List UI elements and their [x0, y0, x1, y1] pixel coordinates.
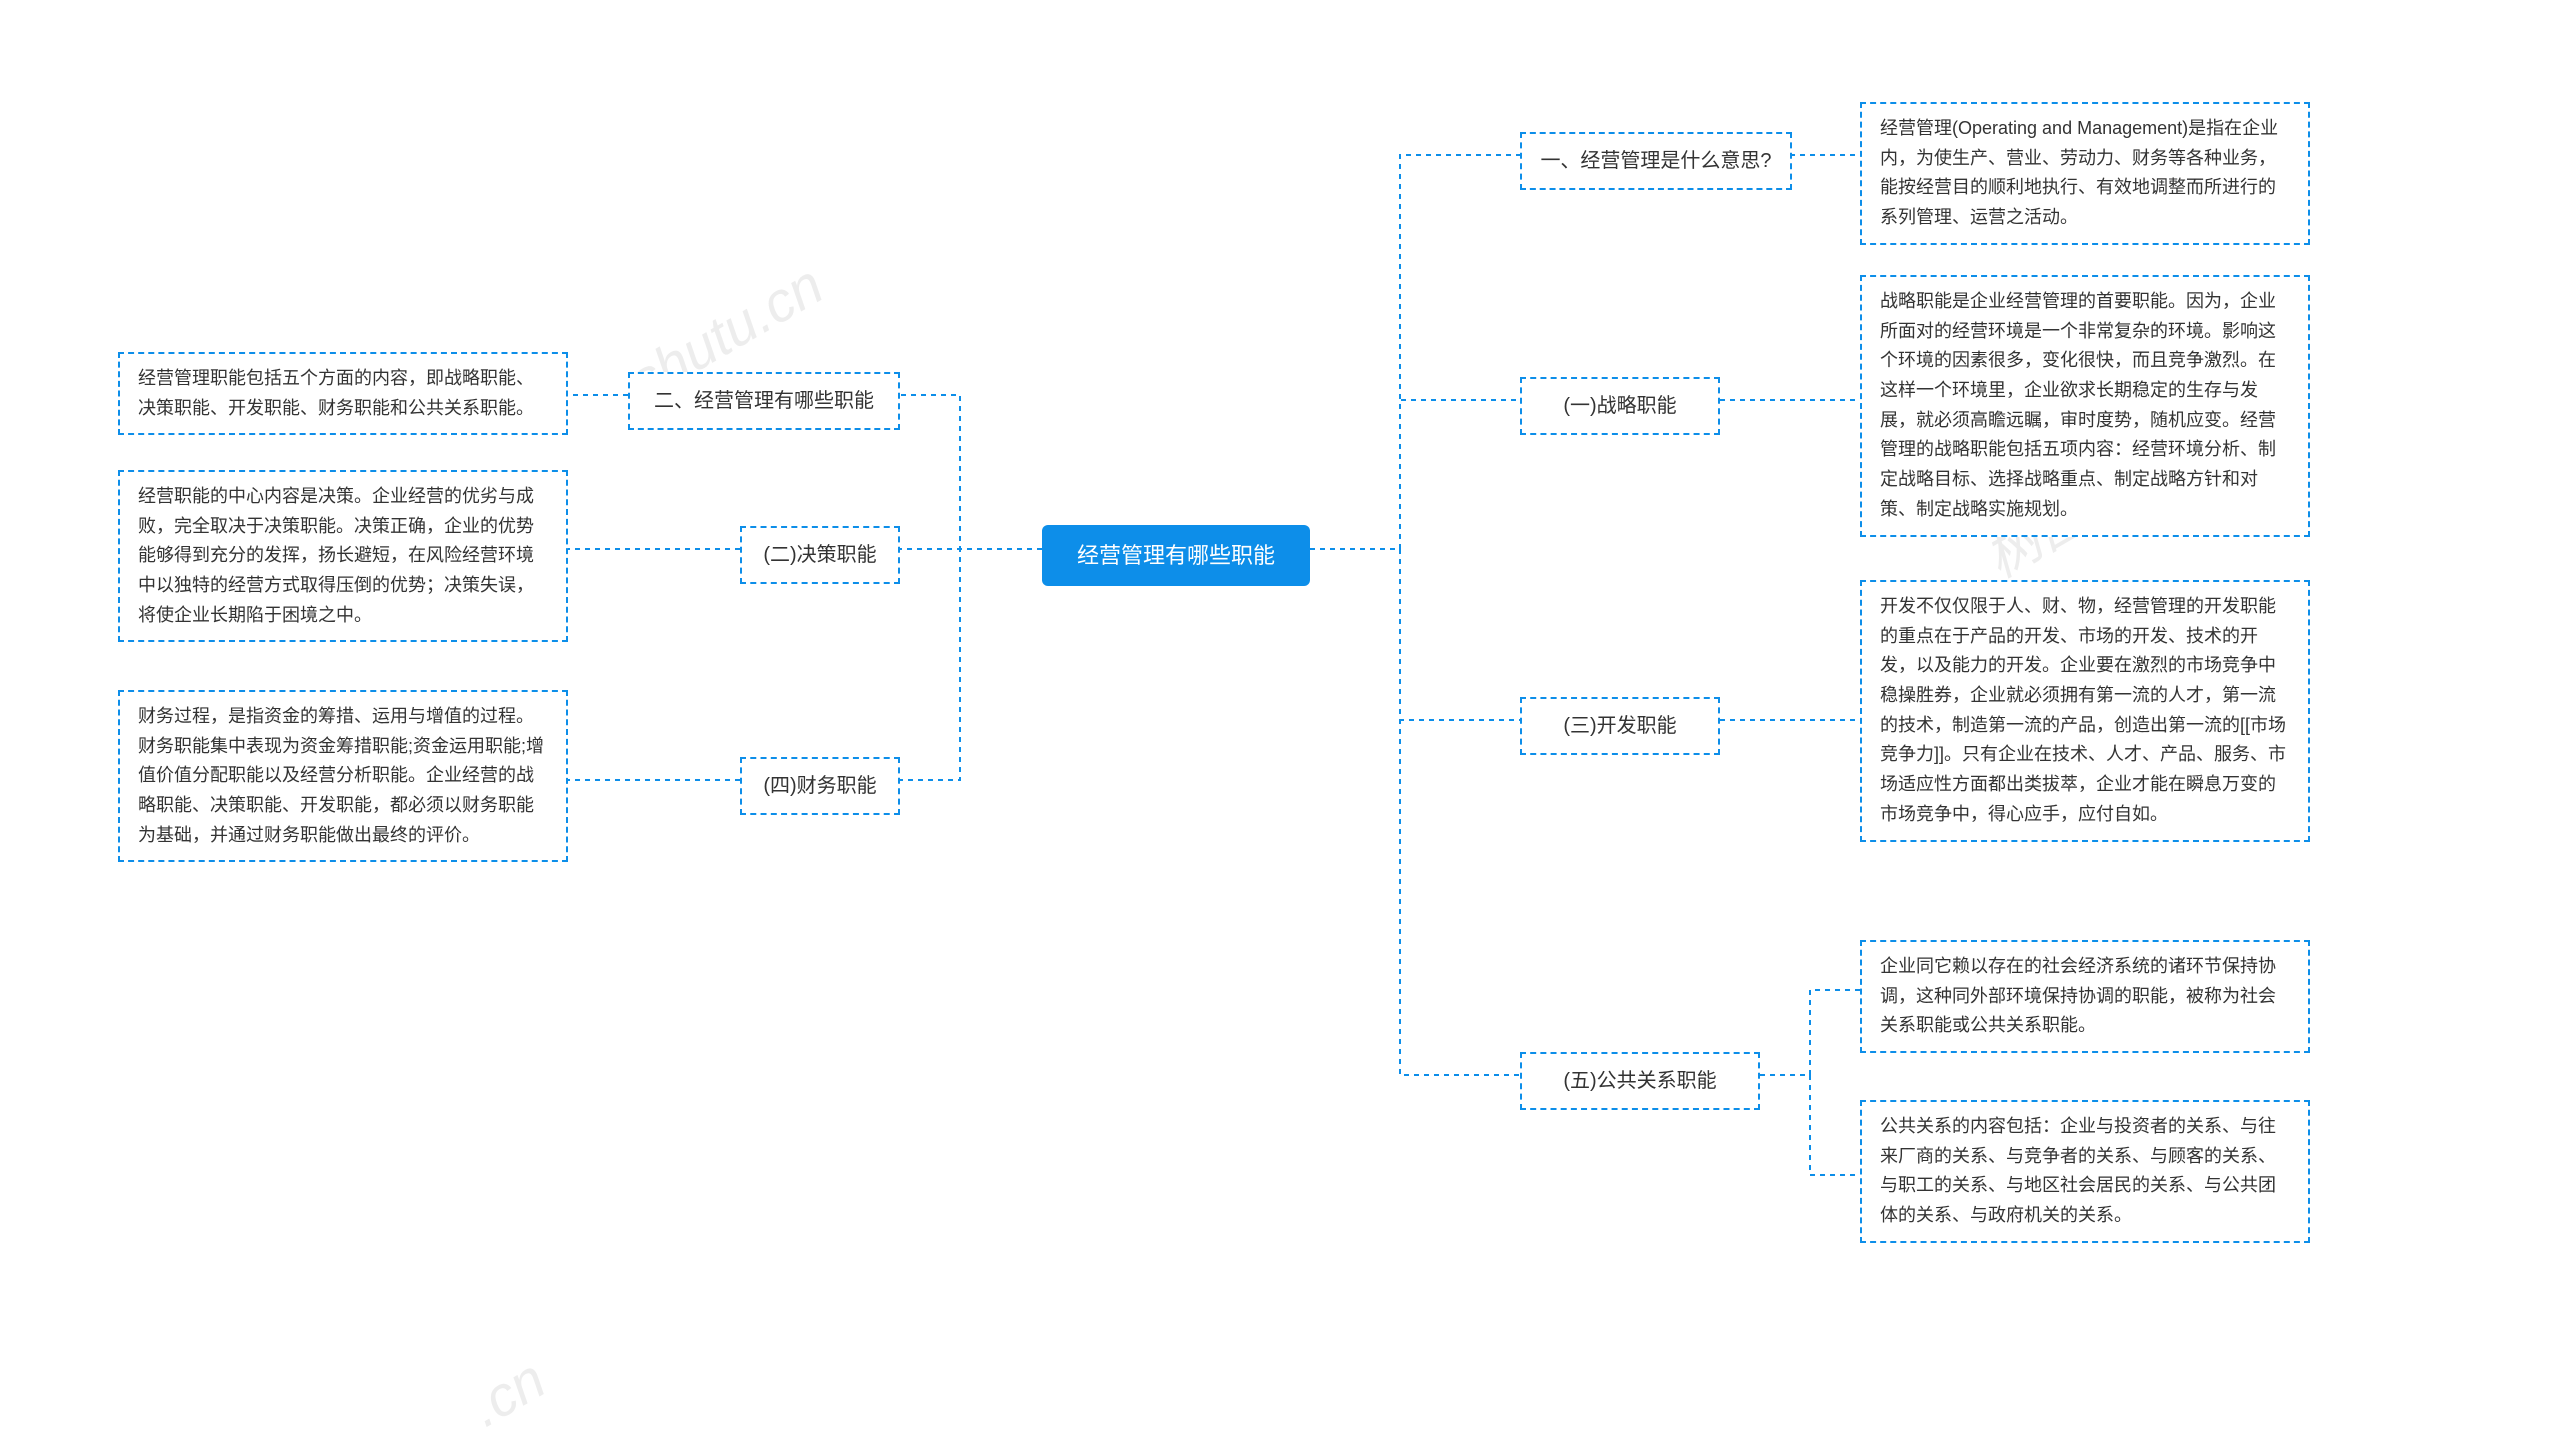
branch-l2: (二)决策职能 — [740, 526, 900, 584]
branch-r4: (五)公共关系职能 — [1520, 1052, 1760, 1110]
leaf-l3-1: 财务过程，是指资金的筹措、运用与增值的过程。财务职能集中表现为资金筹措职能;资金… — [118, 690, 568, 862]
leaf-l2-1: 经营职能的中心内容是决策。企业经营的优劣与成败，完全取决于决策职能。决策正确，企… — [118, 470, 568, 642]
root-node: 经营管理有哪些职能 — [1042, 525, 1310, 586]
leaf-r4-2: 公共关系的内容包括：企业与投资者的关系、与往来厂商的关系、与竞争者的关系、与顾客… — [1860, 1100, 2310, 1243]
watermark: .cn — [459, 1346, 556, 1439]
branch-l3: (四)财务职能 — [740, 757, 900, 815]
branch-l1: 二、经营管理有哪些职能 — [628, 372, 900, 430]
leaf-r2-1: 战略职能是企业经营管理的首要职能。因为，企业所面对的经营环境是一个非常复杂的环境… — [1860, 275, 2310, 537]
branch-r2: (一)战略职能 — [1520, 377, 1720, 435]
leaf-r4-1: 企业同它赖以存在的社会经济系统的诸环节保持协调，这种同外部环境保持协调的职能，被… — [1860, 940, 2310, 1053]
leaf-r3-1: 开发不仅仅限于人、财、物，经营管理的开发职能的重点在于产品的开发、市场的开发、技… — [1860, 580, 2310, 842]
leaf-r1-1: 经营管理(Operating and Management)是指在企业内，为使生… — [1860, 102, 2310, 245]
branch-r1: 一、经营管理是什么意思? — [1520, 132, 1792, 190]
leaf-l1-1: 经营管理职能包括五个方面的内容，即战略职能、决策职能、开发职能、财务职能和公共关… — [118, 352, 568, 435]
branch-r3: (三)开发职能 — [1520, 697, 1720, 755]
